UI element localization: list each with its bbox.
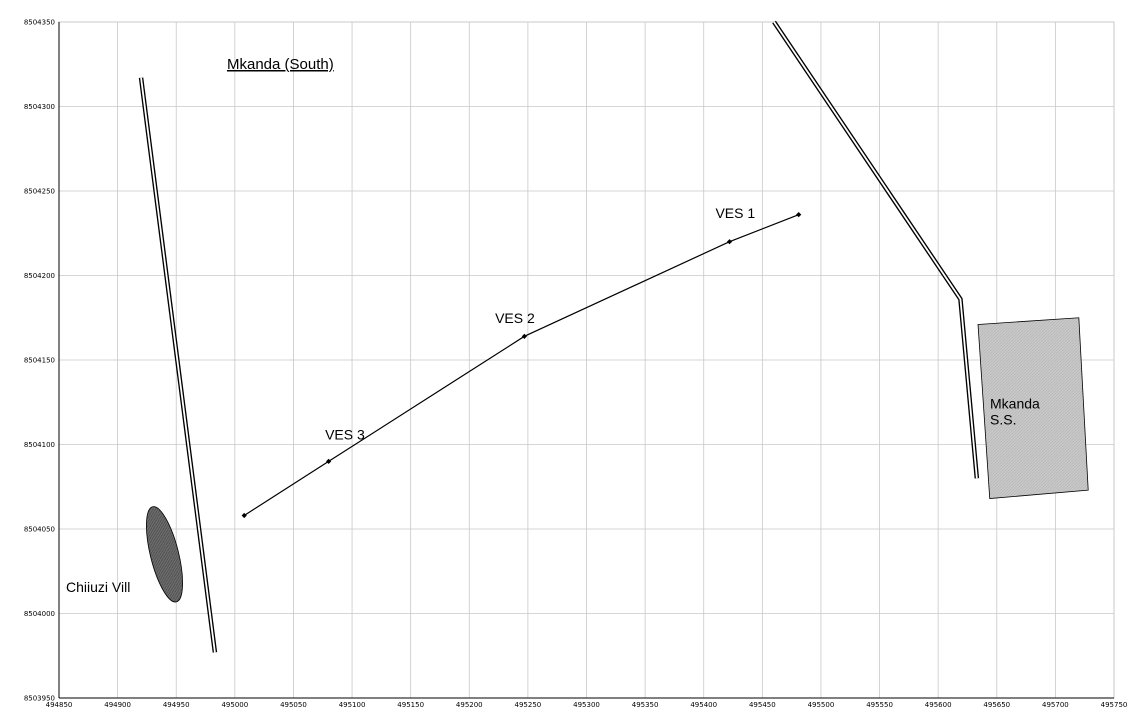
data-point <box>796 212 802 218</box>
y-tick-label: 8504050 <box>24 526 55 534</box>
grid: 494850 494900 494950 495000 495050 495100 4951… <box>24 19 1128 710</box>
x-tick-label: 495650 <box>983 701 1010 709</box>
x-tick-label: 495250 <box>515 701 542 709</box>
y-tick-label: 8504250 <box>24 188 55 196</box>
y-tick-label: 8504200 <box>24 272 55 280</box>
ves-label: VES 1 <box>715 205 755 221</box>
y-tick-label: 8504150 <box>24 357 55 365</box>
data-point <box>726 239 733 245</box>
x-tick-label: 494850 <box>46 701 73 709</box>
x-tick-label: 495600 <box>925 701 952 709</box>
road <box>140 77 216 653</box>
x-tick-label: 495500 <box>808 701 835 709</box>
road <box>773 21 978 479</box>
x-tick-label: 495050 <box>280 701 307 709</box>
village-area <box>146 506 183 603</box>
x-tick-label: 494950 <box>163 701 190 709</box>
ves-profile-line <box>241 212 802 519</box>
x-tick-label: 495700 <box>1042 701 1069 709</box>
ves-label: VES 2 <box>495 310 535 326</box>
school-area <box>977 317 1089 500</box>
ves-label: VES 3 <box>325 426 365 442</box>
x-tick-label: 495550 <box>866 701 893 709</box>
x-tick-label: 495400 <box>690 701 717 709</box>
chart-title: Mkanda (South) <box>227 56 334 73</box>
y-tick-label: 8504300 <box>24 103 55 111</box>
x-tick-label: 495000 <box>221 701 248 709</box>
x-tick-label: 495100 <box>339 701 366 709</box>
y-tick-label: 8504100 <box>24 441 55 449</box>
map-features <box>138 20 1089 653</box>
school-area-label: S.S. <box>990 412 1016 428</box>
x-tick-label: 495150 <box>397 701 424 709</box>
x-tick-label: 495450 <box>749 701 776 709</box>
x-tick-label: 495200 <box>456 701 483 709</box>
x-tick-label: 495750 <box>1101 701 1128 709</box>
village-label: Chiiuzi Vill <box>66 579 130 595</box>
data-point <box>241 512 247 519</box>
y-tick-label: 8504350 <box>24 19 55 27</box>
x-tick-label: 495300 <box>573 701 600 709</box>
y-tick-label: 8503950 <box>24 695 55 703</box>
y-tick-label: 8504000 <box>24 610 55 618</box>
x-tick-label: 495350 <box>632 701 659 709</box>
x-tick-label: 494900 <box>104 701 131 709</box>
data-point <box>326 458 332 464</box>
school-area-label: Mkanda <box>990 396 1040 412</box>
data-point <box>521 333 527 339</box>
